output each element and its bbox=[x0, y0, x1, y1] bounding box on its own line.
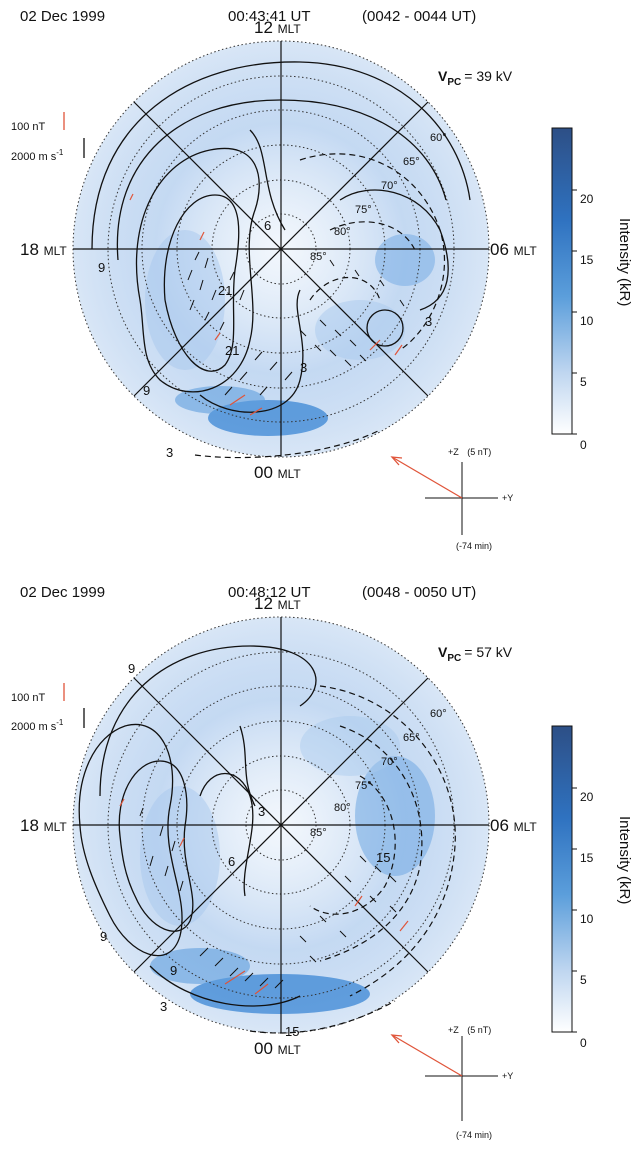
mlt-grid-lines bbox=[73, 617, 489, 1033]
negative-contours bbox=[249, 685, 456, 1034]
svg-text:6: 6 bbox=[264, 218, 271, 233]
svg-text:5: 5 bbox=[580, 973, 587, 987]
svg-text:06 MLT: 06 MLT bbox=[490, 240, 537, 259]
svg-text:60°: 60° bbox=[430, 132, 447, 144]
potential-contours bbox=[91, 61, 471, 413]
svg-text:9: 9 bbox=[143, 383, 150, 398]
contour-labels: 3 9 21 6 21 3 9 3 3 bbox=[98, 218, 432, 460]
svg-text:100 nT: 100 nT bbox=[11, 692, 46, 704]
svg-text:21: 21 bbox=[218, 283, 232, 298]
svg-text:85°: 85° bbox=[310, 251, 327, 263]
imf-dial: +Z (5 nT) +Y (-74 min) bbox=[390, 1025, 513, 1140]
svg-text:6: 6 bbox=[228, 854, 235, 869]
svg-text:+Z (5 nT): +Z (5 nT) bbox=[448, 447, 491, 457]
svg-text:80°: 80° bbox=[334, 226, 351, 238]
mlt-grid-lines bbox=[73, 41, 489, 457]
svg-text:20: 20 bbox=[580, 790, 594, 804]
colorbar-label: Intensity (kR) bbox=[616, 816, 633, 904]
svg-text:2000 m s-1: 2000 m s-1 bbox=[11, 148, 64, 163]
svg-text:15: 15 bbox=[580, 851, 594, 865]
svg-text:15: 15 bbox=[376, 850, 390, 865]
scale-legend: 100 nT 2000 m s-1 bbox=[11, 112, 85, 163]
svg-text:9: 9 bbox=[98, 260, 105, 275]
svg-text:100 nT: 100 nT bbox=[11, 121, 46, 133]
panel-time: 00:48:12 UT bbox=[228, 584, 311, 601]
red-vectors bbox=[129, 193, 403, 416]
mlt-labels: 12 MLT 00 MLT 18 MLT 06 MLT bbox=[20, 594, 537, 1058]
svg-text:15: 15 bbox=[285, 1024, 299, 1039]
vpc-value: VPC = 39 kV bbox=[438, 68, 513, 88]
svg-text:9: 9 bbox=[128, 661, 135, 676]
svg-text:00 MLT: 00 MLT bbox=[254, 463, 301, 482]
svg-text:21: 21 bbox=[225, 343, 239, 358]
negative-contours bbox=[194, 153, 446, 459]
svg-text:+Y: +Y bbox=[502, 493, 513, 503]
svg-text:70°: 70° bbox=[381, 180, 398, 192]
svg-text:+Y: +Y bbox=[502, 1071, 513, 1081]
imf-dial: +Z (5 nT) +Y (-74 min) bbox=[390, 447, 513, 551]
svg-text:80°: 80° bbox=[334, 802, 351, 814]
svg-text:3: 3 bbox=[425, 314, 432, 329]
velocity-vectors bbox=[187, 251, 405, 396]
scale-legend: 100 nT 2000 m s-1 bbox=[11, 683, 85, 733]
svg-text:(-74 min): (-74 min) bbox=[456, 541, 492, 551]
panel-time-range: (0042 - 0044 UT) bbox=[362, 8, 477, 25]
colorbar: 0 5 10 15 20 Intensity (kR) bbox=[551, 127, 633, 452]
svg-text:12 MLT: 12 MLT bbox=[254, 594, 301, 613]
mlt-labels: 12 MLT 00 MLT 18 MLT 06 MLT bbox=[20, 18, 537, 482]
svg-text:06 MLT: 06 MLT bbox=[490, 816, 537, 835]
svg-text:65°: 65° bbox=[403, 732, 420, 744]
svg-text:(-74 min): (-74 min) bbox=[456, 1130, 492, 1140]
svg-text:18 MLT: 18 MLT bbox=[20, 240, 67, 259]
panel-date: 02 Dec 1999 bbox=[20, 8, 106, 25]
svg-text:60°: 60° bbox=[430, 708, 447, 720]
svg-text:20: 20 bbox=[580, 192, 594, 206]
colorbar: 0 5 10 15 20 Intensity (kR) bbox=[551, 725, 633, 1050]
svg-text:70°: 70° bbox=[381, 756, 398, 768]
svg-text:12 MLT: 12 MLT bbox=[254, 18, 301, 37]
panel-time-range: (0048 - 0050 UT) bbox=[362, 584, 477, 601]
svg-text:+Z (5 nT): +Z (5 nT) bbox=[448, 1025, 491, 1035]
svg-text:9: 9 bbox=[170, 963, 177, 978]
contour-labels: 9 9 6 3 15 9 3 15 bbox=[100, 661, 390, 1039]
panel-1: 02 Dec 1999 00:43:41 UT (0042 - 0044 UT) bbox=[0, 0, 636, 575]
svg-text:65°: 65° bbox=[403, 156, 420, 168]
polar-plot-2: 9 9 6 3 15 9 3 15 60° 65° 70° 75° 80° 85… bbox=[11, 594, 633, 1140]
svg-text:3: 3 bbox=[300, 360, 307, 375]
svg-text:0: 0 bbox=[580, 1036, 587, 1050]
svg-text:5: 5 bbox=[580, 375, 587, 389]
colorbar-label: Intensity (kR) bbox=[616, 218, 633, 306]
svg-text:3: 3 bbox=[258, 804, 265, 819]
svg-text:75°: 75° bbox=[355, 780, 372, 792]
vpc-value: VPC = 57 kV bbox=[438, 644, 513, 664]
svg-text:0: 0 bbox=[580, 438, 587, 452]
svg-text:9: 9 bbox=[100, 929, 107, 944]
svg-text:10: 10 bbox=[580, 314, 594, 328]
svg-text:2000 m s-1: 2000 m s-1 bbox=[11, 718, 64, 733]
panel-2: 02 Dec 1999 00:48:12 UT (0048 - 0050 UT) bbox=[0, 576, 636, 1151]
svg-text:10: 10 bbox=[580, 912, 594, 926]
latitude-labels: 60° 65° 70° 75° 80° 85° bbox=[310, 132, 447, 263]
panel-time: 00:43:41 UT bbox=[228, 8, 311, 25]
velocity-vectors bbox=[139, 807, 397, 989]
potential-contours bbox=[78, 645, 317, 1007]
svg-text:15: 15 bbox=[580, 253, 594, 267]
svg-text:3: 3 bbox=[166, 445, 173, 460]
panel-date: 02 Dec 1999 bbox=[20, 584, 106, 601]
svg-text:00 MLT: 00 MLT bbox=[254, 1039, 301, 1058]
latitude-labels: 60° 65° 70° 75° 80° 85° bbox=[310, 708, 447, 839]
svg-text:3: 3 bbox=[160, 999, 167, 1014]
svg-text:85°: 85° bbox=[310, 827, 327, 839]
svg-text:18 MLT: 18 MLT bbox=[20, 816, 67, 835]
polar-plot-1: 3 9 21 6 21 3 9 3 3 60° 65° 70° 75° 80° … bbox=[11, 18, 633, 551]
red-vectors bbox=[119, 798, 409, 995]
svg-text:75°: 75° bbox=[355, 204, 372, 216]
